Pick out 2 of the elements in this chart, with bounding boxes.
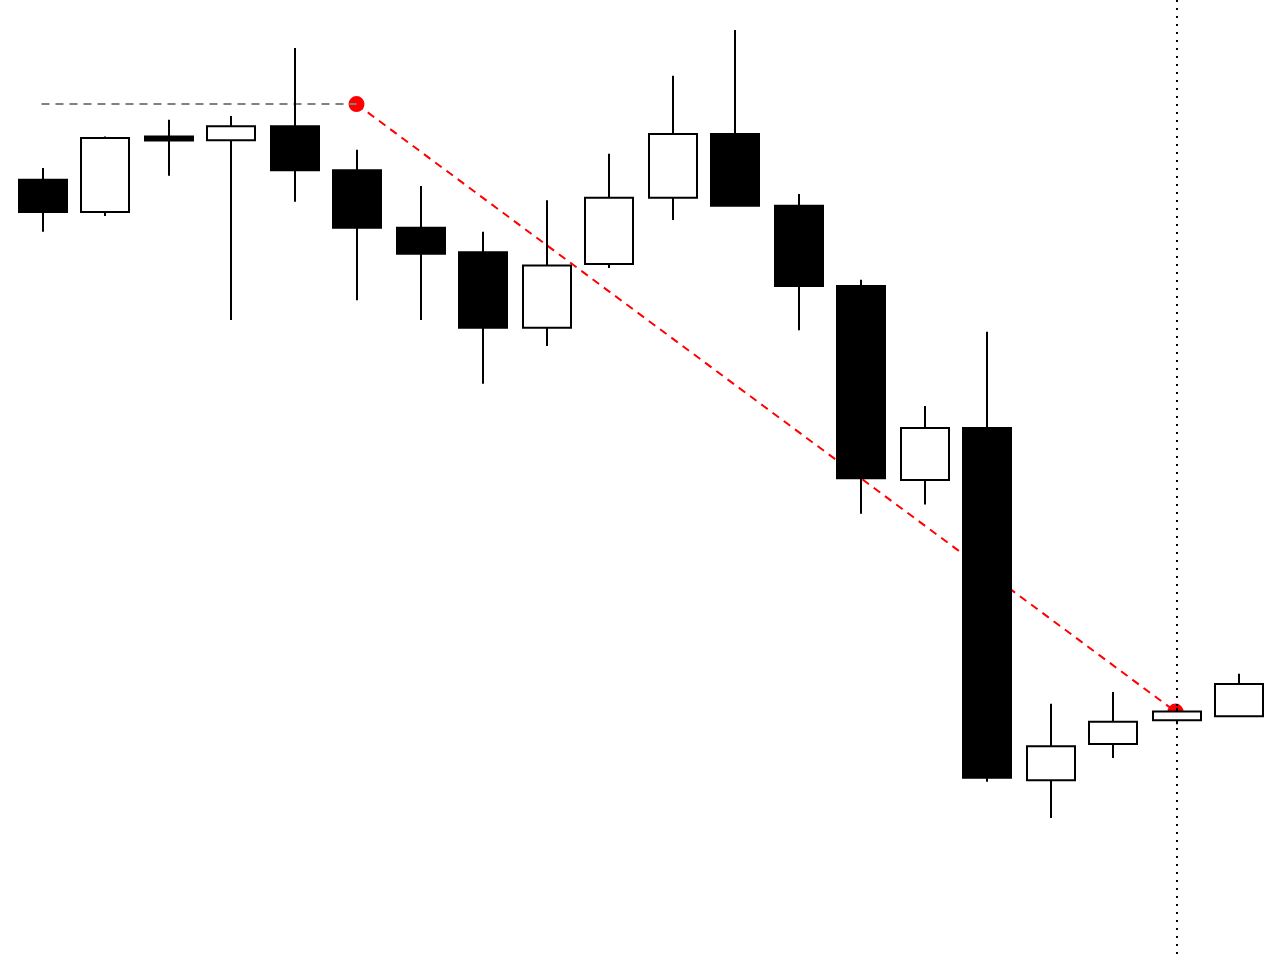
candlestick (1026, 702, 1076, 819)
candlestick (270, 47, 320, 203)
